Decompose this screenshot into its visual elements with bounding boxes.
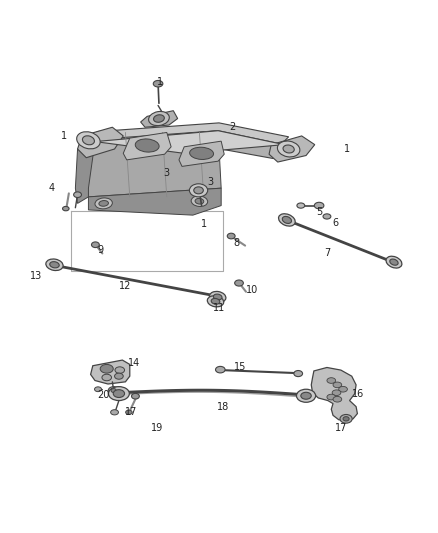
Text: 6: 6 [332,218,339,228]
Polygon shape [88,188,221,215]
Text: 1: 1 [201,219,207,229]
Ellipse shape [211,298,220,304]
Polygon shape [123,133,171,160]
Ellipse shape [207,296,224,307]
Ellipse shape [189,184,208,197]
Ellipse shape [213,294,222,300]
Ellipse shape [340,415,352,423]
Ellipse shape [115,373,123,379]
Text: 1: 1 [157,77,163,86]
Ellipse shape [194,187,203,194]
Ellipse shape [153,80,163,87]
Polygon shape [93,131,284,158]
Ellipse shape [386,256,402,268]
Ellipse shape [95,198,113,209]
Ellipse shape [282,216,292,223]
Ellipse shape [135,139,159,152]
Ellipse shape [333,397,342,402]
Text: 5: 5 [316,207,322,217]
Ellipse shape [215,366,225,373]
Ellipse shape [108,386,119,394]
Ellipse shape [297,203,305,208]
Ellipse shape [92,242,99,247]
Ellipse shape [209,292,226,303]
Ellipse shape [82,136,95,145]
Text: 17: 17 [335,423,347,433]
Text: 3: 3 [207,176,213,187]
Text: 1: 1 [61,131,67,141]
Ellipse shape [339,386,347,392]
Ellipse shape [195,198,204,204]
Ellipse shape [109,386,129,400]
Text: 2: 2 [229,122,235,132]
Ellipse shape [343,417,349,421]
Ellipse shape [191,196,208,206]
Text: 11: 11 [213,303,225,313]
Text: 14: 14 [128,358,140,368]
Text: 16: 16 [352,389,364,399]
Ellipse shape [74,192,81,198]
Ellipse shape [390,259,398,265]
Polygon shape [75,142,95,204]
Ellipse shape [77,132,100,149]
Ellipse shape [327,378,336,383]
Ellipse shape [63,206,69,211]
Text: 7: 7 [324,248,330,259]
Ellipse shape [111,389,116,392]
Ellipse shape [95,387,102,392]
Ellipse shape [323,214,331,219]
Polygon shape [95,123,289,146]
Ellipse shape [301,392,311,399]
Ellipse shape [46,259,63,271]
Text: 12: 12 [119,281,131,291]
Text: 1: 1 [344,144,350,154]
Ellipse shape [327,394,336,400]
Ellipse shape [99,200,109,206]
Ellipse shape [332,390,341,395]
Ellipse shape [154,115,164,122]
Text: 15: 15 [234,362,246,373]
Polygon shape [269,136,315,162]
Polygon shape [95,131,284,154]
Ellipse shape [277,141,300,157]
Ellipse shape [279,214,295,226]
Polygon shape [78,127,123,158]
Ellipse shape [148,111,170,126]
Ellipse shape [50,262,59,268]
Polygon shape [311,367,357,421]
Polygon shape [91,360,130,384]
Ellipse shape [314,203,324,209]
Ellipse shape [227,233,235,239]
Ellipse shape [235,280,244,286]
Ellipse shape [100,365,113,373]
Ellipse shape [102,374,112,381]
Text: 17: 17 [125,407,137,417]
Text: 13: 13 [30,271,42,281]
Ellipse shape [294,370,303,377]
Polygon shape [88,131,221,197]
Text: 18: 18 [217,402,230,411]
Ellipse shape [283,145,294,153]
Text: 3: 3 [164,168,170,178]
Text: 20: 20 [98,390,110,400]
Text: 8: 8 [233,238,240,248]
Ellipse shape [126,410,132,415]
Ellipse shape [333,382,342,387]
Ellipse shape [111,410,118,415]
Ellipse shape [113,390,124,398]
Ellipse shape [115,367,124,373]
Ellipse shape [131,393,139,399]
Ellipse shape [190,147,214,159]
Polygon shape [141,111,178,127]
Text: 19: 19 [151,423,163,433]
Text: 9: 9 [98,245,104,255]
Text: 10: 10 [246,286,258,295]
Ellipse shape [297,389,316,402]
Text: 4: 4 [48,183,54,193]
Polygon shape [179,141,224,166]
